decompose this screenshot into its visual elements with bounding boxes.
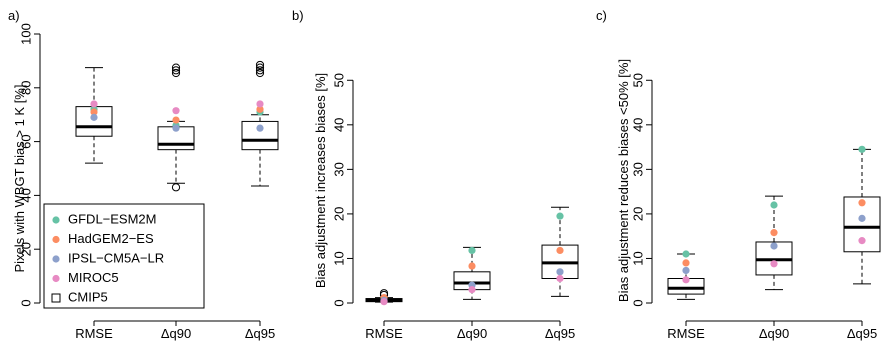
y-tick-label: 50 (331, 73, 346, 87)
y-tick-label: 40 (18, 188, 33, 202)
model-point (256, 100, 264, 108)
y-tick-label: 0 (630, 299, 645, 306)
y-tick-label: 60 (18, 134, 33, 148)
box-1 (157, 63, 195, 192)
y-tick-label: 0 (331, 299, 346, 306)
legend-label: CMIP5 (68, 289, 108, 304)
model-point (172, 116, 180, 124)
box-0 (667, 253, 705, 300)
legend-label: HadGEM2−ES (68, 231, 154, 246)
y-tick-label: 10 (331, 251, 346, 265)
model-point (682, 250, 690, 258)
y-tick-label: 80 (18, 81, 33, 95)
outlier-point (255, 63, 265, 72)
y-tick-label: 40 (630, 118, 645, 132)
outlier-point (255, 60, 265, 70)
legend-label: GFDL−ESM2M (68, 211, 157, 226)
box-2 (241, 60, 279, 187)
legend-dot (52, 235, 60, 244)
x-tick-label: Δq90 (759, 326, 789, 341)
y-axis-title: Pixels with WBGT bias > 1 K [%] (12, 85, 27, 273)
x-tick-label: Δq95 (847, 326, 877, 341)
model-point (90, 108, 98, 116)
outlier-point (171, 68, 181, 78)
y-tick-label: 50 (630, 73, 645, 87)
model-point (172, 107, 180, 115)
panel-label: b) (292, 8, 304, 23)
panel-label: a) (8, 8, 20, 23)
model-point (770, 260, 778, 268)
model-point (468, 246, 476, 255)
outlier-point (255, 68, 265, 78)
model-point (556, 268, 564, 276)
legend-dot (52, 216, 60, 224)
outlier-point (171, 183, 181, 192)
model-point (770, 201, 778, 209)
model-point (858, 237, 866, 245)
model-point (682, 259, 690, 267)
outlier-point (171, 63, 181, 72)
x-tick-label: RMSE (75, 326, 113, 341)
model-point (770, 229, 778, 237)
y-tick-label: 100 (18, 23, 33, 45)
x-tick-label: Δq90 (161, 326, 191, 341)
model-point (172, 124, 180, 132)
model-point (90, 100, 98, 108)
y-tick-label: 20 (18, 242, 33, 256)
legend-box-marker (51, 293, 61, 303)
model-point (770, 242, 778, 250)
legend-label: IPSL−CM5A−LR (68, 250, 164, 265)
model-point (858, 145, 866, 153)
y-tick-label: 40 (331, 118, 346, 132)
y-tick-label: 10 (630, 251, 645, 265)
legend-label: MIROC5 (68, 270, 119, 285)
y-axis-title: Bias adjustment reduces biases <50% [%] (616, 59, 631, 302)
y-tick-label: 20 (331, 207, 346, 221)
model-point (858, 214, 866, 222)
model-point (556, 246, 564, 255)
x-tick-label: Δq95 (245, 326, 275, 341)
y-tick-label: 20 (630, 207, 645, 221)
legend-frame (43, 203, 205, 309)
outlier-point (171, 66, 181, 75)
x-tick-label: Δq90 (457, 326, 487, 341)
panel-label: c) (596, 8, 607, 23)
x-tick-label: Δq95 (545, 326, 575, 341)
model-point (556, 274, 564, 283)
outlier-point (255, 66, 265, 75)
model-point (556, 212, 564, 220)
model-point (256, 105, 264, 113)
y-tick-label: 30 (331, 162, 346, 176)
model-point (468, 286, 476, 294)
model-point (682, 266, 690, 275)
legend-dot (52, 255, 60, 263)
model-point (858, 199, 866, 207)
model-point (380, 298, 388, 306)
y-axis-title: Bias adjustment increases biases [%] (313, 73, 328, 288)
panel-a: a) 0 20 40 60 80 100 Pixels with WBGT bias > 1 … (8, 8, 279, 341)
model-point (256, 124, 264, 132)
model-point (682, 276, 690, 284)
legend-dot (52, 274, 60, 283)
y-tick-label: 30 (630, 162, 645, 176)
model-point (468, 262, 476, 270)
legend: GFDL−ESM2M HadGEM2−ES IPSL−CM5A−LR MIROC5 CM… (43, 203, 205, 309)
y-tick-label: 0 (18, 299, 33, 306)
x-tick-label: RMSE (667, 326, 705, 341)
x-tick-label: RMSE (365, 326, 403, 341)
model-point (90, 113, 98, 121)
